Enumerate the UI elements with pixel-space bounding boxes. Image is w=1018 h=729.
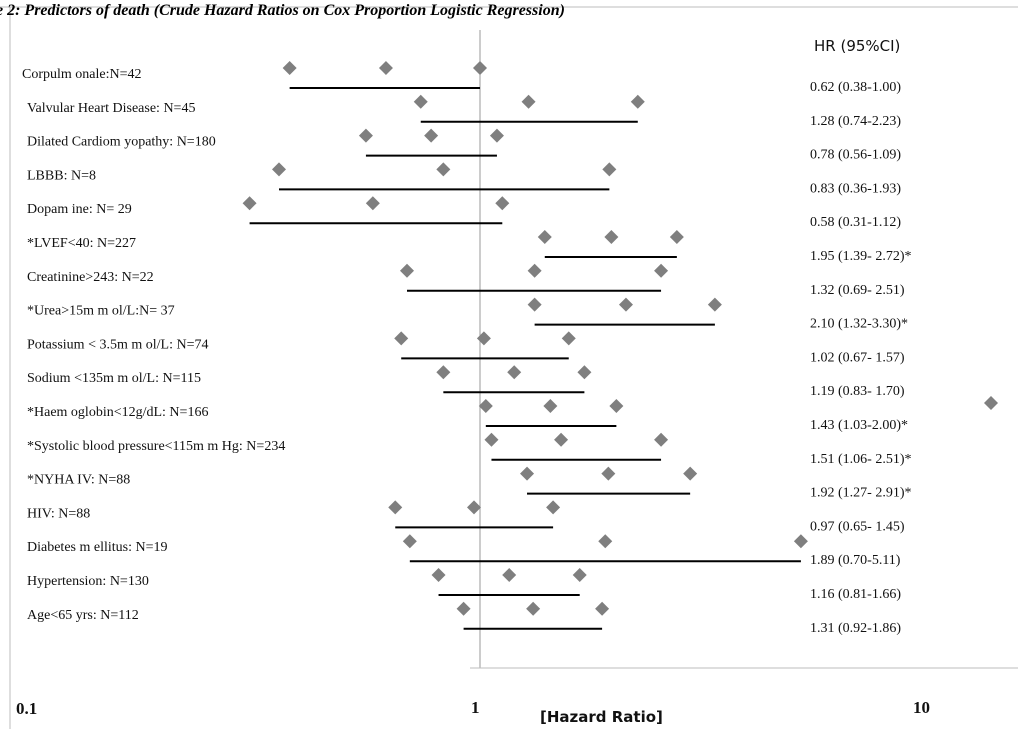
hr-ci-value: 0.83 (0.36-1.93) [810, 181, 901, 196]
row-label: Hypertension: N=130 [27, 574, 149, 589]
x-tick-label-2: 10 [913, 698, 930, 717]
hazard-ratio-marker [526, 601, 541, 616]
hr-ci-value: 1.16 (0.81-1.66) [810, 587, 901, 602]
hr-ci-value: 0.78 (0.56-1.09) [810, 148, 901, 163]
hr-ci-value: 0.97 (0.65- 1.45) [810, 519, 905, 534]
hr-ci-value: 1.32 (0.69- 2.51) [810, 283, 905, 298]
row-label: Diabetes m ellitus: N=19 [27, 540, 168, 555]
hazard-ratio-marker [521, 94, 536, 109]
upper-bound-marker [572, 568, 587, 582]
lower-bound-marker [456, 601, 471, 616]
row-label: Dilated Cardiom yopathy: N=180 [27, 135, 216, 150]
lower-bound-marker [478, 399, 493, 413]
upper-bound-marker [654, 432, 669, 447]
x-tick-label-1: 1 [471, 698, 480, 717]
hazard-ratio-marker [527, 263, 542, 278]
lower-bound-marker [272, 162, 287, 177]
upper-bound-marker [489, 128, 504, 143]
hr-ci-value: 0.58 (0.31-1.12) [810, 215, 901, 230]
row-label: Potassium < 3.5m m ol/L: N=74 [27, 337, 208, 352]
lower-bound-marker [394, 331, 409, 346]
hazard-ratio-marker [365, 196, 380, 211]
hazard-ratio-marker [554, 432, 569, 447]
lower-bound-marker [282, 61, 297, 75]
upper-bound-marker [602, 162, 617, 177]
upper-bound-marker [669, 230, 684, 244]
hazard-ratio-marker [424, 128, 439, 143]
row-label: Creatinine>243: N=22 [27, 270, 154, 285]
lower-bound-marker [431, 568, 446, 582]
chart-title: e 2: Predictors of death (Crude Hazard R… [0, 2, 565, 19]
hr-ci-value: 1.31 (0.92-1.86) [810, 621, 901, 636]
row-label: *Haem oglobin<12g/dL: N=166 [27, 405, 208, 420]
x-tick-label-0: 0.1 [16, 699, 37, 718]
upper-bound-marker [577, 365, 592, 380]
hr-ci-value: 1.19 (0.83- 1.70) [810, 384, 905, 399]
hr-ci-value: 1.43 (1.03-2.00)* [810, 418, 908, 433]
lower-bound-marker [358, 128, 373, 143]
row-label: Valvular Heart Disease: N=45 [27, 101, 195, 116]
hazard-ratio-marker [543, 399, 558, 413]
lower-bound-marker [413, 94, 428, 109]
row-label: LBBB: N=8 [27, 168, 96, 183]
upper-bound-marker [630, 94, 645, 109]
row-label: *Systolic blood pressure<115m m Hg: N=23… [27, 439, 285, 454]
stray-diamond-marker [984, 396, 998, 410]
lower-bound-marker [242, 196, 257, 211]
row-label: Sodium <135m m ol/L: N=115 [27, 371, 201, 386]
row-label: *LVEF<40: N=227 [27, 236, 136, 251]
hazard-ratio-marker [507, 365, 522, 380]
hr-ci-value: 1.51 (1.06- 2.51)* [810, 452, 912, 467]
upper-bound-marker [793, 534, 808, 549]
hr-ci-value: 1.89 (0.70-5.11) [810, 553, 901, 568]
lower-bound-marker [436, 365, 451, 380]
forest-rows: Corpulm onale:N=42 0.62 (0.38-1.00) Valvul… [22, 61, 912, 636]
hr-ci-value: 0.62 (0.38-1.00) [810, 80, 901, 95]
lower-bound-marker [399, 263, 414, 278]
hr-column-header: HR (95%CI) [814, 37, 900, 55]
hr-ci-value: 1.92 (1.27- 2.91)* [810, 486, 912, 501]
hr-ci-value: 1.28 (0.74-2.23) [810, 114, 901, 129]
upper-bound-marker [683, 466, 698, 481]
lower-bound-marker [527, 297, 542, 312]
lower-bound-marker [402, 534, 417, 549]
row-label: *NYHA IV: N=88 [27, 473, 130, 488]
upper-bound-marker [495, 196, 510, 211]
lower-bound-marker [484, 432, 499, 447]
row-label: HIV: N=88 [27, 506, 90, 521]
hr-ci-value: 1.95 (1.39- 2.72)* [810, 249, 912, 264]
row-label: Age<65 yrs: N=112 [27, 608, 139, 623]
row-label: Dopam ine: N= 29 [27, 202, 132, 217]
hazard-ratio-marker [476, 331, 491, 346]
hazard-ratio-marker [598, 534, 613, 549]
row-label: *Urea>15m m ol/L:N= 37 [27, 304, 175, 319]
hazard-ratio-marker [436, 162, 451, 177]
upper-bound-marker [654, 263, 669, 278]
upper-bound-marker [609, 399, 624, 413]
upper-bound-marker [546, 500, 561, 515]
hazard-ratio-marker [502, 568, 517, 582]
hr-ci-value: 1.02 (0.67- 1.57) [810, 350, 905, 365]
hazard-ratio-marker [601, 466, 616, 481]
upper-bound-marker [595, 601, 610, 616]
hazard-ratio-marker [467, 500, 482, 515]
row-label: Corpulm onale:N=42 [22, 67, 142, 82]
upper-bound-marker [561, 331, 576, 346]
upper-bound-marker [473, 61, 487, 75]
hazard-ratio-marker [378, 61, 393, 75]
hazard-ratio-marker [604, 230, 619, 244]
hr-ci-value: 2.10 (1.32-3.30)* [810, 317, 908, 332]
x-axis-title: [Hazard Ratio] [540, 708, 663, 726]
upper-bound-marker [707, 297, 722, 312]
lower-bound-marker [537, 230, 552, 244]
lower-bound-marker [520, 466, 535, 481]
lower-bound-marker [388, 500, 403, 515]
hazard-ratio-marker [618, 297, 633, 312]
